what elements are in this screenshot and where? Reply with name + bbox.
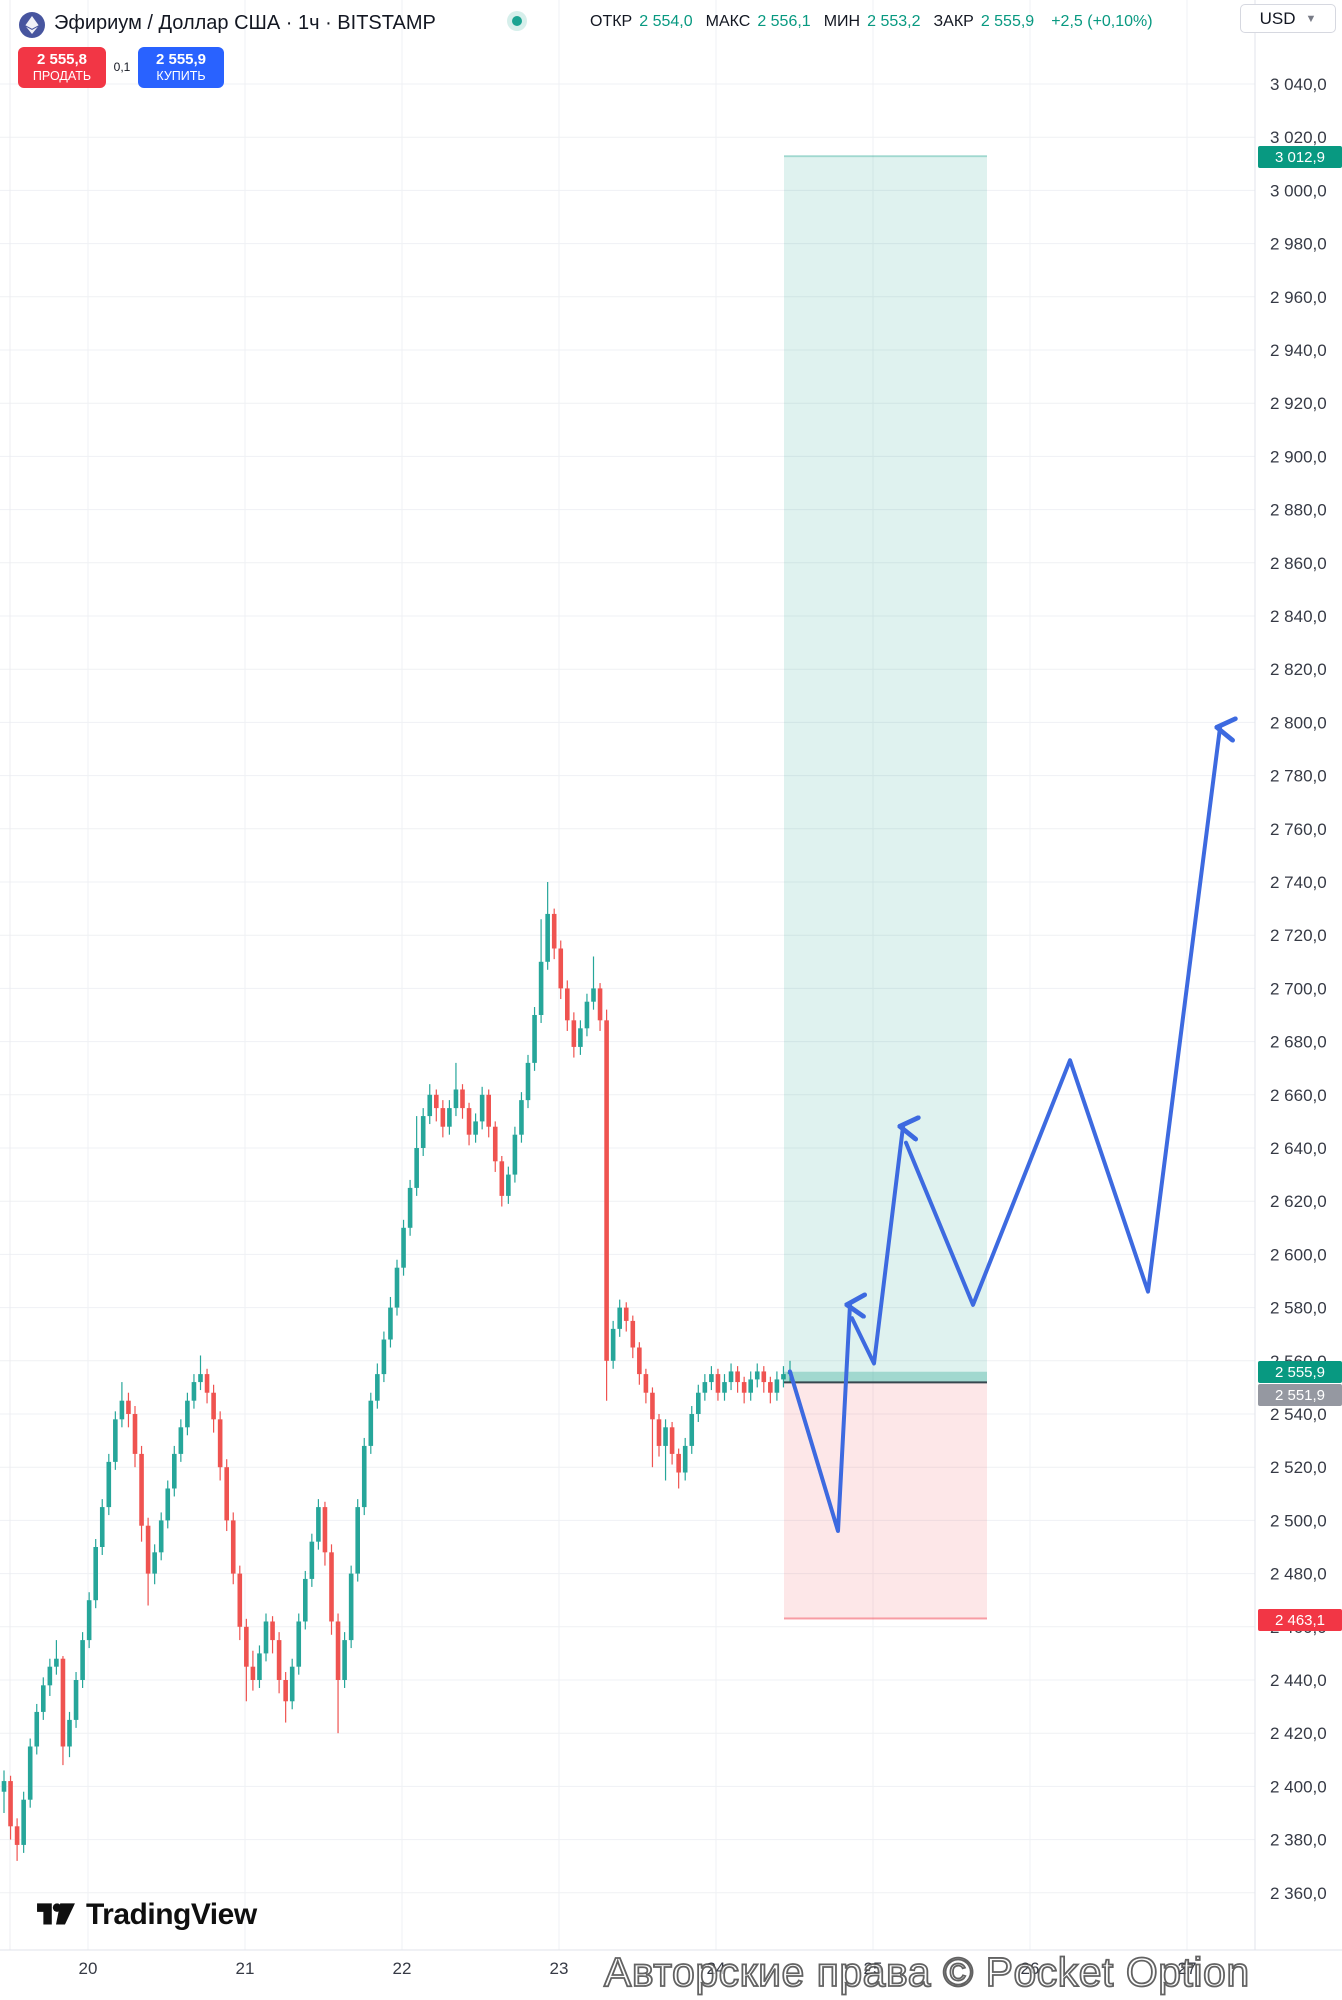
- svg-text:2 540,0: 2 540,0: [1270, 1405, 1327, 1424]
- svg-text:2 800,0: 2 800,0: [1270, 713, 1327, 732]
- copyright-watermark: Авторские права © Pocket Option: [603, 1948, 1250, 1996]
- tradingview-mark-icon: [37, 1903, 75, 1925]
- svg-text:20: 20: [79, 1959, 98, 1978]
- ohlc-readout: ОТКР 2 554,0 МАКС 2 556,1 МИН 2 553,2 ЗА…: [590, 13, 1153, 31]
- svg-text:2 740,0: 2 740,0: [1270, 873, 1327, 892]
- close-value: 2 555,9: [980, 13, 1035, 30]
- svg-text:2 620,0: 2 620,0: [1270, 1192, 1327, 1211]
- buy-button[interactable]: 2 555,9 КУПИТЬ: [138, 47, 224, 88]
- svg-text:2 500,0: 2 500,0: [1270, 1511, 1327, 1530]
- tradingview-logo[interactable]: TradingView: [36, 1898, 257, 1932]
- svg-text:2 700,0: 2 700,0: [1270, 979, 1327, 998]
- symbol-title[interactable]: Эфириум / Доллар США · 1ч · BITSTAMP: [54, 12, 436, 34]
- buy-label: КУПИТЬ: [156, 69, 206, 83]
- current-price-tag: 2 555,9: [1258, 1361, 1342, 1383]
- svg-text:2 640,0: 2 640,0: [1270, 1139, 1327, 1158]
- svg-text:2 600,0: 2 600,0: [1270, 1245, 1327, 1264]
- low-label: МИН: [823, 13, 861, 30]
- svg-text:2 980,0: 2 980,0: [1270, 235, 1327, 254]
- stop-price-tag: 2 463,1: [1258, 1609, 1342, 1631]
- svg-text:2 660,0: 2 660,0: [1270, 1086, 1327, 1105]
- close-label: ЗАКР: [933, 13, 974, 30]
- svg-text:2 820,0: 2 820,0: [1270, 660, 1327, 679]
- target-price-tag: 3 012,9: [1258, 146, 1342, 168]
- svg-text:3 020,0: 3 020,0: [1270, 128, 1327, 147]
- chart-header: Эфириум / Доллар США · 1ч · BITSTAMP ОТК…: [0, 0, 1342, 40]
- svg-text:2 760,0: 2 760,0: [1270, 820, 1327, 839]
- svg-text:2 480,0: 2 480,0: [1270, 1565, 1327, 1584]
- svg-text:27: 27: [1178, 1959, 1197, 1978]
- sell-button[interactable]: 2 555,8 ПРОДАТЬ: [18, 47, 106, 88]
- change-value: +2,5 (+0,10%): [1051, 13, 1153, 30]
- svg-text:2 380,0: 2 380,0: [1270, 1831, 1327, 1850]
- sell-label: ПРОДАТЬ: [32, 69, 92, 83]
- high-value: 2 556,1: [757, 13, 811, 30]
- svg-text:2 900,0: 2 900,0: [1270, 447, 1327, 466]
- svg-text:26: 26: [1021, 1959, 1040, 1978]
- currency-value: USD: [1259, 8, 1296, 28]
- buy-price: 2 555,9: [155, 51, 207, 68]
- svg-text:2 360,0: 2 360,0: [1270, 1884, 1327, 1903]
- low-value: 2 553,2: [867, 13, 921, 30]
- svg-text:2 680,0: 2 680,0: [1270, 1033, 1327, 1052]
- svg-text:2 960,0: 2 960,0: [1270, 288, 1327, 307]
- high-label: МАКС: [705, 13, 751, 30]
- tradingview-logo-text: TradingView: [86, 1898, 257, 1931]
- market-status-icon[interactable]: [507, 11, 527, 31]
- svg-text:2 580,0: 2 580,0: [1270, 1299, 1327, 1318]
- chevron-down-icon: ▼: [1305, 12, 1317, 25]
- svg-text:2 780,0: 2 780,0: [1270, 767, 1327, 786]
- svg-text:2 420,0: 2 420,0: [1270, 1724, 1327, 1743]
- spread-value: 0,1: [108, 56, 136, 78]
- svg-text:2 860,0: 2 860,0: [1270, 554, 1327, 573]
- svg-text:2 440,0: 2 440,0: [1270, 1671, 1327, 1690]
- sell-price: 2 555,8: [36, 51, 88, 68]
- svg-text:2 840,0: 2 840,0: [1270, 607, 1327, 626]
- entry-price-tag: 2 551,9: [1258, 1384, 1342, 1406]
- ethereum-icon: [19, 12, 45, 38]
- svg-text:3 000,0: 3 000,0: [1270, 181, 1327, 200]
- svg-text:2 940,0: 2 940,0: [1270, 341, 1327, 360]
- open-label: ОТКР: [590, 13, 633, 30]
- open-value: 2 554,0: [639, 13, 693, 30]
- svg-text:2 520,0: 2 520,0: [1270, 1458, 1327, 1477]
- svg-text:2 920,0: 2 920,0: [1270, 394, 1327, 413]
- svg-text:23: 23: [550, 1959, 569, 1978]
- svg-text:2 880,0: 2 880,0: [1270, 501, 1327, 520]
- svg-text:22: 22: [393, 1959, 412, 1978]
- currency-dropdown[interactable]: USD ▼: [1240, 4, 1336, 33]
- svg-text:3 040,0: 3 040,0: [1270, 75, 1327, 94]
- svg-text:21: 21: [236, 1959, 255, 1978]
- svg-text:24: 24: [707, 1959, 726, 1978]
- svg-text:25: 25: [864, 1959, 883, 1978]
- svg-text:2 720,0: 2 720,0: [1270, 926, 1327, 945]
- svg-text:2 400,0: 2 400,0: [1270, 1777, 1327, 1796]
